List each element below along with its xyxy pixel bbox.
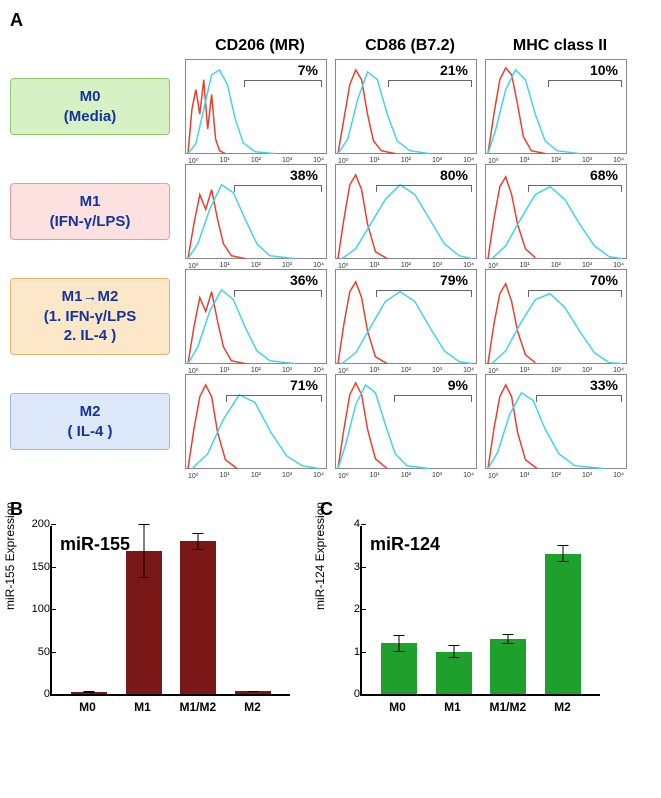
bar (235, 691, 271, 694)
x-labels: M0 M1 M1/M2 M2 (50, 696, 290, 714)
bar (490, 639, 526, 694)
histogram-row: M1(IFN-γ/LPS) 38%10⁰10¹10²10³10⁴80%10⁰10¹… (10, 164, 650, 259)
y-tick: 4 (330, 518, 360, 530)
error-bar (562, 545, 563, 562)
histogram-row: M0(Media) 7%10⁰10¹10²10³10⁴21%10⁰10¹10²10… (10, 59, 650, 154)
histogram-row: M2( IL-4 ) 71%10⁰10¹10²10³10⁴9%10⁰10¹10²1… (10, 374, 650, 469)
histogram-cell: 36%10⁰10¹10²10³10⁴ (185, 269, 327, 364)
y-tick: 0 (20, 688, 50, 700)
bar (126, 551, 162, 694)
column-headers: CD206 (MR)CD86 (B7.2)MHC class II (185, 37, 650, 59)
percent-label: 9% (448, 377, 468, 393)
histogram-cell: 38%10⁰10¹10²10³10⁴ (185, 164, 327, 259)
error-bar (198, 533, 199, 550)
y-axis-label: miR-124 Expression (313, 502, 327, 610)
panel-a-label: A (10, 10, 651, 31)
panel-b: B miR-155050100150200miR-155 ExpressionM… (10, 499, 290, 714)
percent-label: 10% (590, 62, 618, 78)
row-label: M1→M2(1. IFN-γ/LPS2. IL-4 ) (10, 278, 170, 355)
histogram-cell: 10%10⁰10¹10²10³10⁴ (485, 59, 627, 154)
panel-b-label: B (10, 499, 290, 520)
gate-marker (528, 185, 622, 191)
percent-label: 80% (440, 167, 468, 183)
percent-label: 70% (590, 272, 618, 288)
gate-marker (536, 395, 622, 401)
percent-label: 36% (290, 272, 318, 288)
error-bar (508, 634, 509, 644)
y-tick: 3 (330, 561, 360, 573)
gate-marker (244, 80, 322, 86)
bar-chart: 050100150200miR-155 Expression (50, 526, 290, 696)
x-label: M2 (235, 700, 271, 714)
row-label: M0(Media) (10, 78, 170, 135)
error-bar (143, 524, 144, 578)
x-labels: M0 M1 M1/M2 M2 (360, 696, 600, 714)
panel-c-label: C (320, 499, 600, 520)
bar-chart: 01234miR-124 Expression (360, 526, 600, 696)
x-ticks: 10⁰10¹10²10³10⁴ (186, 472, 326, 480)
histogram-cell: 33%10⁰10¹10²10³10⁴ (485, 374, 627, 469)
error-bar (252, 691, 253, 693)
x-label: M1 (125, 700, 161, 714)
gate-marker (394, 395, 472, 401)
gate-marker (528, 290, 622, 296)
gate-marker (376, 290, 472, 296)
y-axis-label: miR-155 Expression (3, 502, 17, 610)
percent-label: 33% (590, 377, 618, 393)
x-ticks: 10⁰10¹10²10³10⁴ (486, 472, 626, 480)
histogram-row: M1→M2(1. IFN-γ/LPS2. IL-4 )36%10⁰10¹10²1… (10, 269, 650, 364)
histogram-cell: 68%10⁰10¹10²10³10⁴ (485, 164, 627, 259)
bar (180, 541, 216, 694)
histogram-cell: 7%10⁰10¹10²10³10⁴ (185, 59, 327, 154)
error-bar (453, 645, 454, 658)
x-label: M1/M2 (180, 700, 216, 714)
bar (545, 554, 581, 694)
panel-c: C miR-12401234miR-124 ExpressionM0M1M1/M… (320, 499, 600, 714)
percent-label: 79% (440, 272, 468, 288)
y-tick: 200 (20, 518, 50, 530)
y-tick: 100 (20, 603, 50, 615)
x-label: M0 (70, 700, 106, 714)
percent-label: 7% (298, 62, 318, 78)
percent-label: 38% (290, 167, 318, 183)
histogram-cell: 21%10⁰10¹10²10³10⁴ (335, 59, 477, 154)
x-ticks: 10⁰10¹10²10³10⁴ (336, 472, 476, 480)
bar (381, 643, 417, 694)
histogram-cell: 80%10⁰10¹10²10³10⁴ (335, 164, 477, 259)
gate-marker (234, 185, 322, 191)
x-label: M1 (435, 700, 471, 714)
error-bar (399, 635, 400, 652)
column-header: CD86 (B7.2) (335, 37, 485, 55)
histogram-cell: 71%10⁰10¹10²10³10⁴ (185, 374, 327, 469)
row-label: M1(IFN-γ/LPS) (10, 183, 170, 240)
x-label: M2 (545, 700, 581, 714)
error-bar (89, 691, 90, 693)
histogram-cell: 79%10⁰10¹10²10³10⁴ (335, 269, 477, 364)
histogram-cell: 9%10⁰10¹10²10³10⁴ (335, 374, 477, 469)
percent-label: 68% (590, 167, 618, 183)
gate-marker (226, 395, 322, 401)
percent-label: 71% (290, 377, 318, 393)
row-label: M2( IL-4 ) (10, 393, 170, 450)
x-label: M0 (380, 700, 416, 714)
bar (436, 652, 472, 695)
bar (71, 692, 107, 694)
y-tick: 1 (330, 646, 360, 658)
gate-marker (234, 290, 322, 296)
gate-marker (376, 185, 472, 191)
y-tick: 2 (330, 603, 360, 615)
y-tick: 50 (20, 646, 50, 658)
column-header: CD206 (MR) (185, 37, 335, 55)
histogram-cell: 70%10⁰10¹10²10³10⁴ (485, 269, 627, 364)
panel-a: CD206 (MR)CD86 (B7.2)MHC class II M0(Med… (10, 37, 650, 469)
gate-marker (548, 80, 622, 86)
percent-label: 21% (440, 62, 468, 78)
gate-marker (388, 80, 472, 86)
y-tick: 150 (20, 561, 50, 573)
y-tick: 0 (330, 688, 360, 700)
column-header: MHC class II (485, 37, 635, 55)
x-label: M1/M2 (490, 700, 526, 714)
